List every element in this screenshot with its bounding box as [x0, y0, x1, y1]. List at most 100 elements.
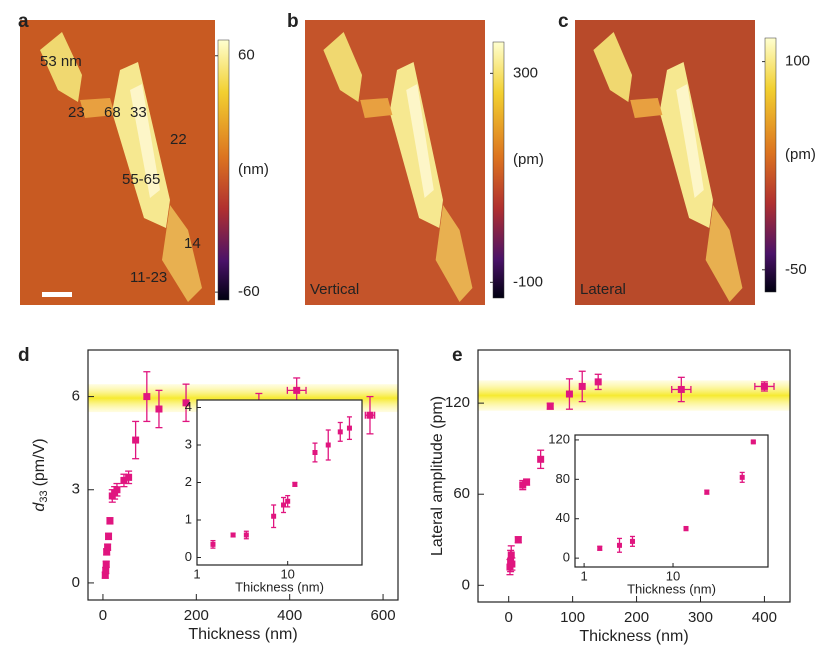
x-tick-label: 10	[280, 566, 294, 581]
data-point	[597, 545, 603, 551]
data-point	[101, 571, 109, 579]
data-point	[508, 560, 516, 568]
plot-frame	[87, 349, 399, 601]
image-caption: Vertical	[310, 281, 359, 298]
data-point	[105, 532, 113, 540]
plot-frame	[574, 434, 769, 568]
data-point	[243, 532, 249, 538]
data-point	[104, 543, 112, 551]
data-point	[677, 385, 685, 393]
data-point	[683, 526, 689, 532]
y-axis-unit: (pm/V)	[31, 438, 48, 486]
colorbar	[492, 41, 505, 299]
y-tick-label: 80	[556, 471, 570, 486]
x-tick-label: 300	[688, 609, 713, 626]
y-tick-label: 4	[185, 399, 192, 414]
data-point	[281, 502, 287, 508]
image-annotation: 23	[68, 104, 85, 121]
image-annotation: 53 nm	[40, 53, 82, 70]
colorbar-tick-label: -50	[785, 261, 807, 278]
data-point	[106, 517, 114, 525]
data-point	[337, 429, 343, 435]
inset-background	[575, 435, 768, 567]
data-point	[325, 442, 331, 448]
x-tick-label: 0	[505, 609, 513, 626]
y-axis-label: d33 (pm/V)	[31, 438, 50, 511]
colorbar-tick-label: -100	[513, 273, 543, 290]
data-point	[616, 542, 622, 548]
y-tick-label: 2	[185, 474, 192, 489]
data-point	[182, 399, 190, 407]
x-axis-label: Thickness (nm)	[627, 581, 716, 596]
data-point	[519, 481, 527, 489]
y-tick-label: 3	[72, 481, 80, 498]
data-point	[739, 474, 745, 480]
data-point	[155, 405, 163, 413]
panel-label: d	[18, 345, 30, 366]
y-tick-label: 120	[445, 394, 470, 411]
image-annotation: 55-65	[122, 171, 160, 188]
inset-background	[197, 400, 362, 565]
panel-label: c	[558, 11, 569, 32]
data-point	[523, 478, 531, 486]
colorbar-unit: (pm)	[785, 146, 816, 163]
panel-label: b	[287, 11, 299, 32]
x-axis-label: Thickness (nm)	[579, 628, 688, 645]
data-point	[594, 378, 602, 386]
highlight-band	[478, 380, 790, 411]
y-tick-label: 60	[453, 485, 470, 502]
y-tick-label: 0	[185, 549, 192, 564]
image-annotation: 22	[170, 131, 187, 148]
colorbar	[217, 39, 230, 301]
y-tick-label: 0	[563, 550, 570, 565]
y-axis-subscript: 33	[38, 490, 50, 502]
panel-label: e	[452, 345, 463, 366]
plot-frame	[477, 349, 791, 603]
data-point	[292, 481, 298, 487]
x-axis-label: Thickness (nm)	[235, 579, 324, 594]
x-tick-label: 10	[666, 568, 680, 583]
image-annotation: 14	[184, 235, 201, 252]
x-tick-label: 1	[580, 568, 587, 583]
x-tick-label: 600	[371, 607, 396, 624]
colorbar-tick-label: -60	[238, 283, 260, 300]
data-point	[102, 566, 110, 574]
data-point	[102, 560, 110, 568]
data-point	[293, 386, 301, 394]
data-point	[346, 425, 352, 431]
data-point	[103, 548, 111, 556]
data-point	[113, 486, 121, 494]
y-tick-label: 120	[548, 431, 570, 446]
data-point	[514, 536, 522, 544]
data-point	[312, 450, 318, 455]
data-point	[760, 382, 768, 390]
data-point	[704, 489, 710, 495]
x-tick-label: 0	[99, 607, 107, 624]
y-tick-label: 1	[185, 511, 192, 526]
image-annotation: 11-23	[130, 269, 167, 286]
data-point	[629, 538, 635, 544]
image-annotation: 68	[104, 104, 121, 121]
data-point	[578, 382, 586, 390]
colorbar-unit: (nm)	[238, 161, 269, 178]
data-point	[125, 473, 133, 481]
data-point	[546, 402, 554, 410]
y-tick-label: 6	[72, 388, 80, 405]
data-point	[366, 411, 374, 419]
colorbar-tick-label: 100	[785, 53, 810, 70]
image-annotation: 33	[130, 104, 147, 121]
y-tick-label: 40	[556, 510, 570, 525]
image-c	[575, 20, 755, 305]
x-axis-label: Thickness (nm)	[188, 626, 297, 643]
image-a	[20, 20, 215, 305]
data-point	[230, 532, 236, 538]
x-tick-label: 400	[277, 607, 302, 624]
colorbar-unit: (pm)	[513, 151, 544, 168]
x-tick-label: 200	[624, 609, 649, 626]
panel-label: a	[18, 11, 29, 32]
y-tick-label: 0	[462, 576, 470, 593]
data-point	[271, 513, 277, 519]
data-point	[750, 439, 756, 445]
data-point	[210, 541, 216, 547]
